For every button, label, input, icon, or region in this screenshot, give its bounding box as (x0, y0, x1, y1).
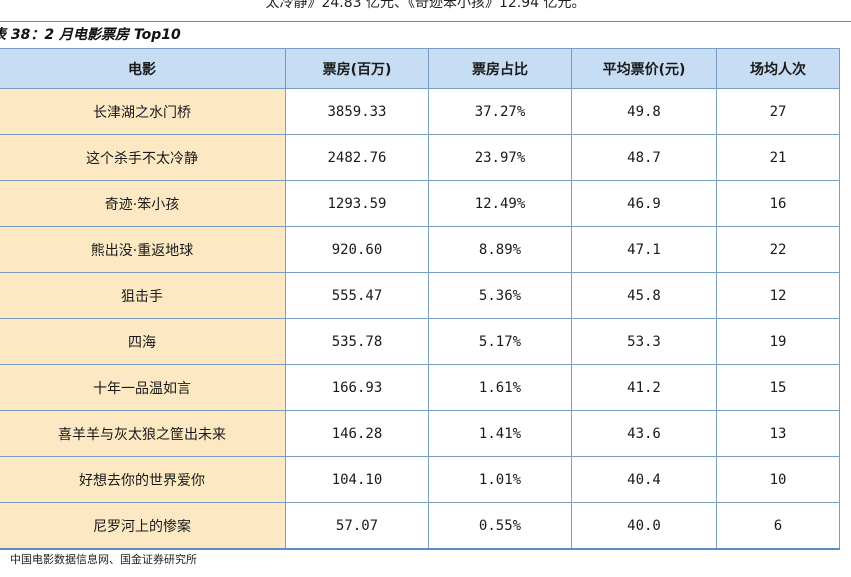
cell-avg-price: 45.8 (571, 272, 717, 319)
cell-avg-price: 43.6 (571, 410, 717, 457)
header-film: 电影 (0, 48, 286, 89)
table-row: 长津湖之水门桥 3859.33 37.27% 49.8 27 (0, 88, 840, 135)
cell-share: 23.97% (428, 134, 572, 181)
cell-film: 喜羊羊与灰太狼之筐出未来 (0, 410, 286, 457)
cell-avg-price: 40.4 (571, 456, 717, 503)
cell-share: 1.01% (428, 456, 572, 503)
table-row: 奇迹·笨小孩 1293.59 12.49% 46.9 16 (0, 180, 840, 227)
cell-box-office: 104.10 (285, 456, 429, 503)
header-box-office: 票房(百万) (285, 48, 429, 89)
cell-film: 十年一品温如言 (0, 364, 286, 411)
table-row: 喜羊羊与灰太狼之筐出未来 146.28 1.41% 43.6 13 (0, 410, 840, 457)
cell-box-office: 146.28 (285, 410, 429, 457)
cell-avg-attendance: 15 (716, 364, 840, 411)
cell-box-office: 1293.59 (285, 180, 429, 227)
header-avg-price: 平均票价(元) (571, 48, 717, 89)
cell-film: 奇迹·笨小孩 (0, 180, 286, 227)
header-avg-attendance: 场均人次 (716, 48, 840, 89)
cell-avg-attendance: 6 (716, 502, 840, 550)
cell-film: 长津湖之水门桥 (0, 88, 286, 135)
cell-avg-attendance: 16 (716, 180, 840, 227)
header-share: 票房占比 (428, 48, 572, 89)
section-divider (0, 21, 851, 22)
cell-share: 1.41% (428, 410, 572, 457)
cell-film: 四海 (0, 318, 286, 365)
table-row: 十年一品温如言 166.93 1.61% 41.2 15 (0, 364, 840, 411)
cell-share: 8.89% (428, 226, 572, 273)
source-note: 中国电影数据信息网、国金证券研究所 (10, 553, 197, 566)
cell-avg-attendance: 19 (716, 318, 840, 365)
cell-avg-price: 53.3 (571, 318, 717, 365)
cell-share: 37.27% (428, 88, 572, 135)
cell-avg-attendance: 21 (716, 134, 840, 181)
table-row: 这个杀手不太冷静 2482.76 23.97% 48.7 21 (0, 134, 840, 181)
table-header-row: 电影 票房(百万) 票房占比 平均票价(元) 场均人次 (0, 48, 840, 89)
table-row: 四海 535.78 5.17% 53.3 19 (0, 318, 840, 365)
cell-share: 5.36% (428, 272, 572, 319)
cell-avg-price: 40.0 (571, 502, 717, 550)
cell-box-office: 166.93 (285, 364, 429, 411)
cell-avg-attendance: 13 (716, 410, 840, 457)
cell-share: 5.17% (428, 318, 572, 365)
cell-box-office: 3859.33 (285, 88, 429, 135)
table-caption: 表 38：2 月电影票房 Top10 (0, 27, 181, 43)
cell-box-office: 920.60 (285, 226, 429, 273)
cell-film: 尼罗河上的惨案 (0, 502, 286, 550)
table-row: 狙击手 555.47 5.36% 45.8 12 (0, 272, 840, 319)
table-row: 熊出没·重返地球 920.60 8.89% 47.1 22 (0, 226, 840, 273)
cell-film: 这个杀手不太冷静 (0, 134, 286, 181)
cell-avg-price: 46.9 (571, 180, 717, 227)
cell-avg-price: 41.2 (571, 364, 717, 411)
cell-film: 好想去你的世界爱你 (0, 456, 286, 503)
cell-avg-attendance: 12 (716, 272, 840, 319)
cell-share: 0.55% (428, 502, 572, 550)
cell-box-office: 555.47 (285, 272, 429, 319)
cell-avg-price: 47.1 (571, 226, 717, 273)
box-office-table: 电影 票房(百万) 票房占比 平均票价(元) 场均人次 长津湖之水门桥 3859… (0, 48, 840, 550)
cell-avg-attendance: 27 (716, 88, 840, 135)
preceding-paragraph-text: 太冷静》24.83 亿元、《奇迹笨小孩》12.94 亿元。 (265, 0, 586, 11)
cell-share: 12.49% (428, 180, 572, 227)
table-row: 好想去你的世界爱你 104.10 1.01% 40.4 10 (0, 456, 840, 503)
cell-film: 熊出没·重返地球 (0, 226, 286, 273)
table-row: 尼罗河上的惨案 57.07 0.55% 40.0 6 (0, 502, 840, 550)
cell-box-office: 57.07 (285, 502, 429, 550)
cell-avg-attendance: 22 (716, 226, 840, 273)
cell-film: 狙击手 (0, 272, 286, 319)
cell-share: 1.61% (428, 364, 572, 411)
cell-avg-attendance: 10 (716, 456, 840, 503)
cell-box-office: 535.78 (285, 318, 429, 365)
cell-box-office: 2482.76 (285, 134, 429, 181)
cell-avg-price: 48.7 (571, 134, 717, 181)
cell-avg-price: 49.8 (571, 88, 717, 135)
